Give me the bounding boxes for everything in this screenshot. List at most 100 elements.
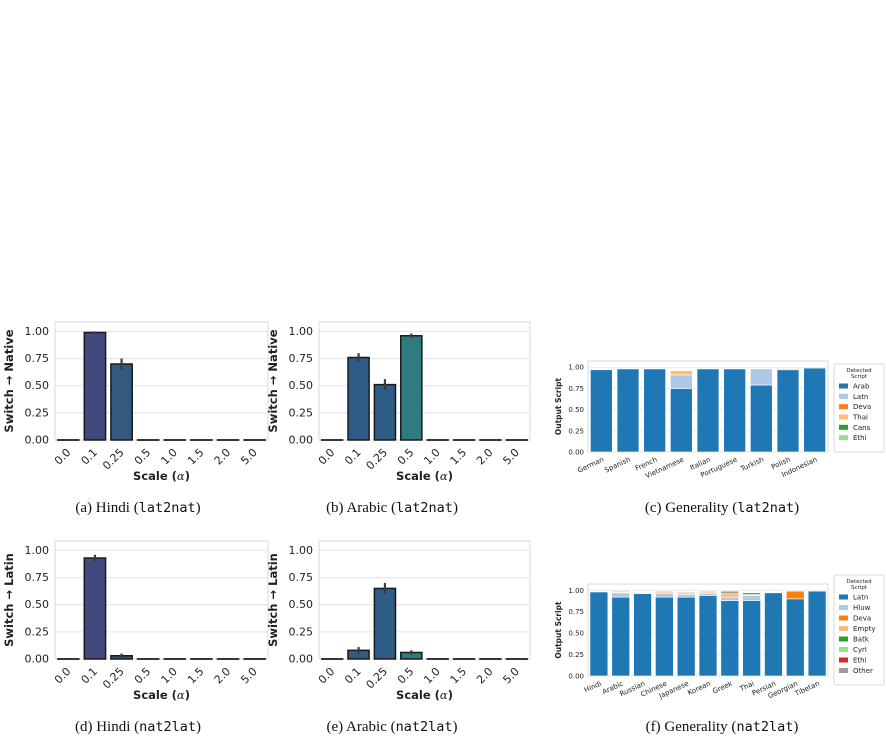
y-tick-label: 1.00 (25, 544, 50, 557)
y-axis-label: Switch → Latin (266, 553, 280, 647)
legend-label: Latn (853, 393, 868, 401)
bar (373, 587, 397, 660)
legend-swatch (839, 657, 848, 663)
stacked-bar-segment (611, 596, 630, 677)
x-tick-label: Spanish (603, 456, 631, 475)
x-tick-label: 1.0 (158, 665, 180, 687)
stacked-bar-segment (655, 596, 674, 677)
stacked-bar-segment (670, 370, 693, 376)
stacked-bar-segment (750, 384, 773, 453)
x-tick-label: 0.0 (52, 665, 74, 687)
x-tick-label: 1.0 (421, 446, 443, 468)
legend-label: Deva (853, 615, 871, 623)
x-tick-label: 0.1 (78, 446, 100, 468)
y-tick-label: 0.25 (568, 427, 584, 435)
bar (83, 557, 107, 660)
chart-panel-e: 0.000.250.500.751.000.0 0.1 0.25 0.5 1.0 1.5 2… (266, 540, 531, 702)
x-tick-label: 1.5 (185, 446, 207, 468)
stacked-bar-segment (786, 590, 805, 600)
stacked-bar-segment (807, 590, 827, 677)
stacked-bar-segment (655, 593, 674, 598)
legend-swatch (839, 383, 848, 389)
legend-label: Latn (853, 594, 868, 602)
stacked-bar-segment (696, 368, 720, 453)
x-tick-label: 1.0 (158, 446, 180, 468)
y-tick-label: 0.25 (25, 625, 50, 638)
y-tick-label: 0.50 (289, 598, 314, 611)
y-tick-label: 0.00 (568, 449, 584, 457)
stacked-bar-segment (616, 368, 640, 453)
stacked-bar-segment (786, 598, 805, 677)
legend-swatch (839, 404, 848, 410)
legend-swatch (839, 668, 848, 673)
legend-label: Empty (853, 625, 876, 633)
stacked-bar-segment (643, 368, 666, 453)
x-tick-label: 0.1 (78, 665, 100, 687)
stacked-bar-segment (611, 592, 630, 598)
x-tick-label: Tibetan (793, 680, 821, 699)
y-axis-label: Output Script (554, 377, 563, 435)
y-axis-label: Switch → Native (266, 329, 280, 432)
legend-swatch (839, 594, 848, 600)
stacked-bar-segment (742, 595, 761, 601)
legend-label: Cyrl (853, 646, 867, 654)
x-tick-label: 1.5 (185, 665, 207, 687)
x-tick-label: 1.5 (448, 665, 470, 687)
bar (373, 383, 397, 441)
y-axis-label: Switch → Latin (2, 553, 16, 647)
x-tick-label: 0.25 (100, 665, 127, 692)
y-tick-label: 0.25 (568, 651, 584, 659)
bar (110, 363, 133, 441)
stacked-bar-segment (655, 590, 674, 593)
plot-area (318, 540, 531, 660)
caption-e: (e) Arabic (nat2lat) (326, 719, 458, 735)
y-tick-label: 0.25 (25, 406, 50, 419)
legend-swatch (839, 626, 848, 631)
stacked-bar-segment (589, 591, 609, 677)
caption-d: (d) Hindi (nat2lat) (74, 719, 202, 735)
legend-label: Cans (853, 424, 871, 432)
stacked-bar-segment (676, 596, 696, 677)
legend-label: Other (853, 667, 873, 675)
legend-swatch (839, 414, 848, 420)
x-tick-label: 0.25 (100, 446, 127, 473)
y-tick-label: 0.25 (289, 406, 314, 419)
legend-label: Hluw (853, 604, 871, 612)
x-tick-label: 0.1 (342, 665, 364, 687)
y-tick-label: 0.25 (289, 625, 314, 638)
y-tick-label: 0.50 (568, 406, 584, 414)
x-tick-label: 0.5 (395, 446, 417, 468)
chart-panel-d: 0.000.250.500.751.000.0 0.1 0.25 0.5 1.0 1.5 2… (2, 540, 269, 702)
y-tick-label: 0.75 (289, 571, 314, 584)
legend-label: Ethi (853, 657, 867, 665)
legend-swatch (839, 393, 848, 399)
stacked-bar-segment (776, 369, 800, 453)
stacked-bar-segment (670, 374, 693, 389)
y-tick-label: 0.00 (289, 653, 314, 666)
legend-label: Thai (852, 414, 868, 422)
stacked-bar-segment (670, 388, 693, 453)
x-tick-label: Hindi (583, 680, 603, 695)
x-tick-label: 5.0 (238, 665, 260, 687)
y-axis-label: Switch → Native (2, 329, 16, 432)
y-tick-label: 0.75 (25, 352, 50, 365)
stacked-bar-segment (750, 368, 773, 386)
stacked-bar-segment (803, 367, 826, 453)
y-tick-label: 0.75 (568, 608, 584, 616)
y-tick-label: 0.00 (289, 434, 314, 447)
x-tick-label: 5.0 (238, 446, 260, 468)
stacked-bar-segment (676, 594, 696, 598)
caption-a: (a) Hindi (lat2nat) (75, 500, 201, 516)
stacked-bar-segment (698, 590, 718, 593)
legend-label: Batk (853, 636, 870, 644)
x-tick-label: Turkish (739, 456, 766, 474)
legend-swatch (839, 435, 848, 441)
legend-title: Detected (846, 579, 871, 585)
x-tick-label: 2.0 (212, 446, 234, 468)
x-tick-label: Greek (711, 679, 734, 695)
x-tick-label: 2.0 (474, 446, 496, 468)
x-axis-label: Scale (α) (133, 469, 190, 483)
